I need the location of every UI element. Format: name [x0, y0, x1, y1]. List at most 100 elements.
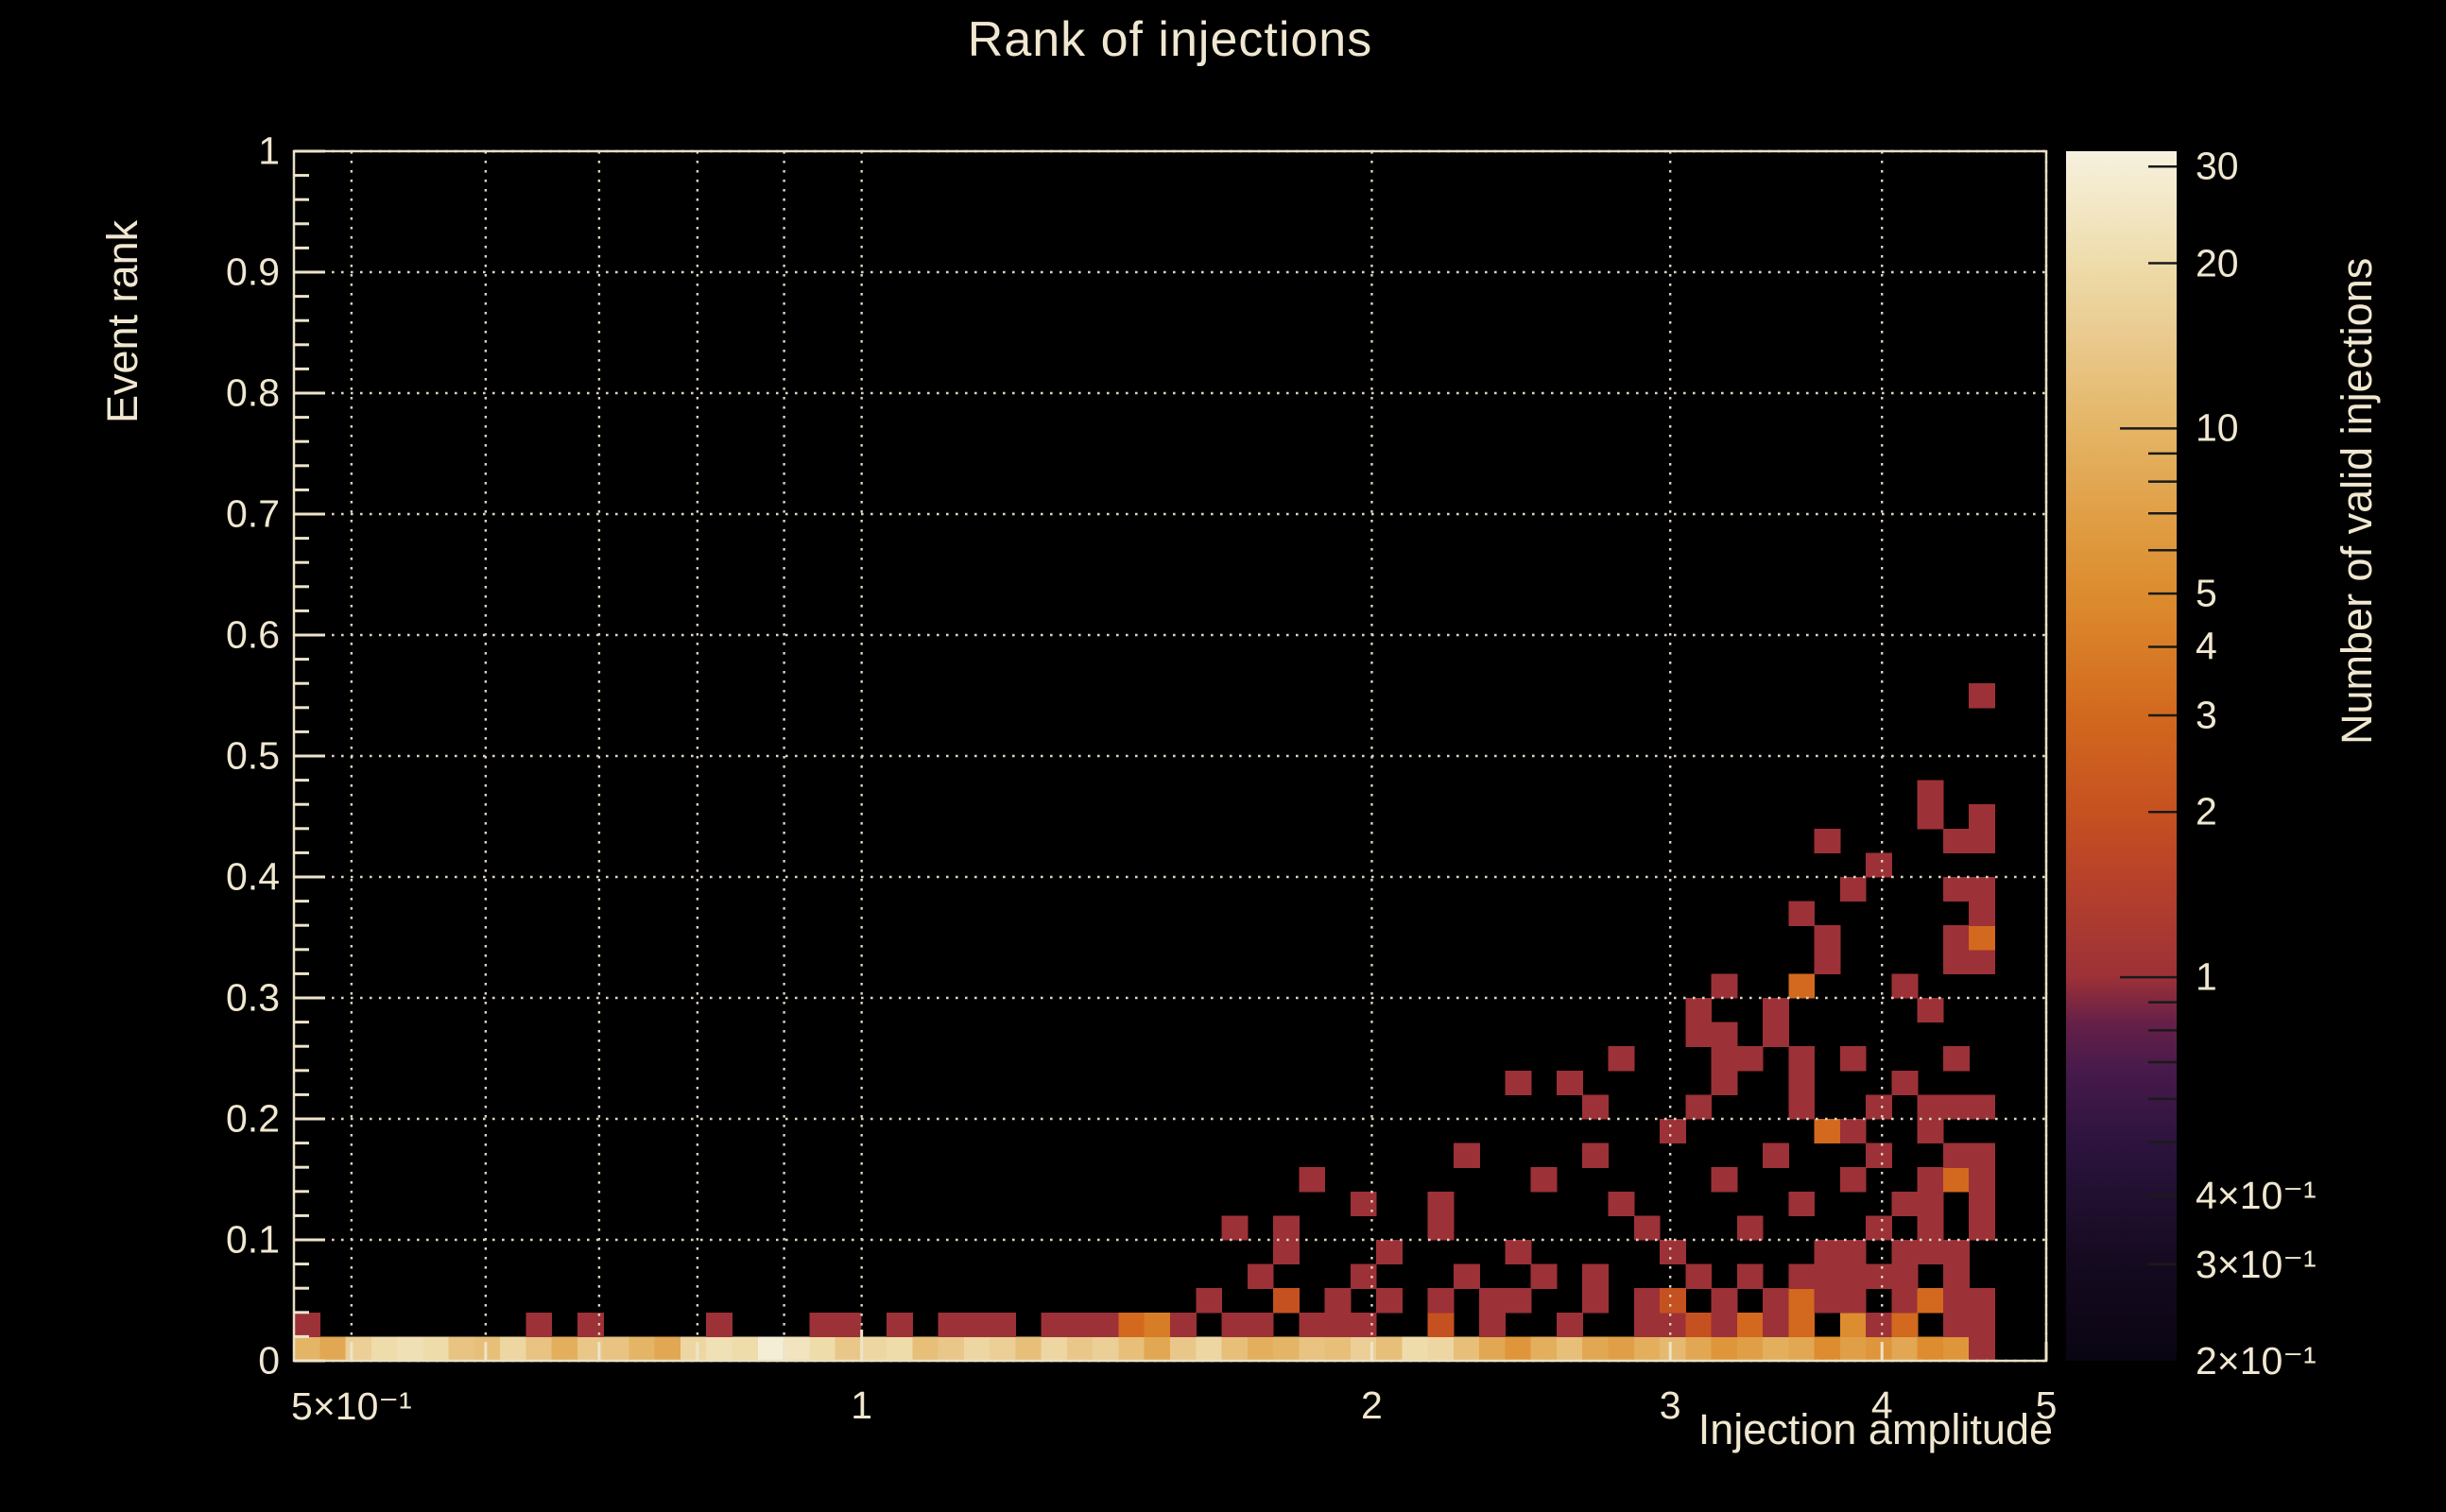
histogram-cell — [1942, 828, 1970, 853]
histogram-cell — [1144, 1336, 1171, 1362]
histogram-cell — [1917, 1215, 1944, 1241]
histogram-cell — [887, 1312, 913, 1337]
histogram-cell — [912, 1336, 939, 1362]
y-tick-label: 0.8 — [226, 370, 280, 415]
histogram-cell — [835, 1312, 862, 1337]
y-tick-label: 0.7 — [226, 491, 280, 536]
histogram-cell — [1969, 1215, 1996, 1241]
histogram-cell — [1299, 1167, 1326, 1193]
histogram-cell — [1891, 1312, 1919, 1337]
histogram-cell — [1247, 1336, 1274, 1362]
histogram-cell — [1608, 1191, 1635, 1216]
histogram-cell — [1969, 1167, 1996, 1193]
histogram-cell — [1942, 1240, 1970, 1265]
histogram-cell — [1736, 1263, 1764, 1289]
histogram-cell — [1170, 1336, 1197, 1362]
histogram-cell — [1839, 877, 1867, 902]
histogram-cell — [1788, 1094, 1816, 1120]
histogram-cell — [1788, 973, 1816, 999]
histogram-cell — [1891, 1191, 1919, 1216]
histogram-cell — [500, 1336, 526, 1362]
histogram-cell — [294, 1312, 320, 1337]
histogram-cell — [525, 1312, 553, 1337]
histogram-cell — [1633, 1312, 1661, 1337]
histogram-cell — [1917, 998, 1944, 1023]
histogram-cell — [1582, 1094, 1610, 1120]
histogram-cell — [1530, 1336, 1558, 1362]
histogram-cell — [1711, 1288, 1738, 1314]
histogram-cell — [1866, 1094, 1893, 1120]
histogram-cell — [1118, 1312, 1145, 1337]
histogram-cell — [1763, 1143, 1789, 1168]
histogram-cell — [1247, 1312, 1274, 1337]
histogram-cell — [1942, 925, 1970, 951]
y-tick-label: 0.1 — [226, 1217, 280, 1262]
colorbar-tick-label: 3 — [2196, 693, 2217, 737]
histogram-cell — [1427, 1312, 1455, 1337]
histogram-cell — [1144, 1312, 1171, 1337]
histogram-cell — [1711, 1312, 1738, 1337]
histogram-cell — [370, 1336, 398, 1362]
histogram-cell — [1763, 1022, 1789, 1047]
colorbar-gradient — [2066, 151, 2177, 1361]
histogram-cell — [1866, 1336, 1893, 1362]
histogram-cell — [1969, 1336, 1996, 1362]
histogram-cell — [422, 1336, 450, 1362]
histogram-cell — [1969, 683, 1996, 709]
histogram-cell — [860, 1336, 887, 1362]
histogram-cell — [1711, 973, 1738, 999]
histogram-cell — [1685, 1263, 1713, 1289]
histogram-cell — [1711, 1070, 1738, 1095]
histogram-cell — [1788, 1336, 1816, 1362]
histogram-cell — [1891, 1070, 1919, 1095]
histogram-cell — [1453, 1143, 1480, 1168]
histogram-cell — [1942, 1094, 1970, 1120]
histogram-cell — [1530, 1167, 1558, 1193]
histogram-cell — [1582, 1336, 1610, 1362]
histogram-cell — [1453, 1263, 1480, 1289]
chart-title: Rank of injections — [967, 12, 1373, 67]
histogram-cell — [1505, 1336, 1532, 1362]
y-tick-label: 0.5 — [226, 733, 280, 778]
histogram-cell — [629, 1336, 656, 1362]
histogram-cell — [1376, 1240, 1403, 1265]
histogram-cell — [1711, 1022, 1738, 1047]
histogram-cell — [1505, 1070, 1532, 1095]
histogram-cell — [1917, 804, 1944, 830]
histogram-cell — [706, 1312, 733, 1337]
histogram-cell — [1917, 1336, 1944, 1362]
colorbar-tick-label: 20 — [2196, 241, 2239, 285]
histogram-cell — [1041, 1312, 1068, 1337]
histogram-cell — [1788, 1191, 1816, 1216]
histogram-cell — [1582, 1143, 1610, 1168]
histogram-cell — [1788, 1263, 1816, 1289]
histogram-cell — [1556, 1070, 1583, 1095]
histogram-cell — [1066, 1336, 1094, 1362]
histogram-cell — [1814, 1288, 1841, 1314]
histogram-cell — [1041, 1336, 1068, 1362]
histogram-cell — [938, 1312, 965, 1337]
histogram-cell — [1582, 1288, 1610, 1314]
histogram-cell — [1556, 1312, 1583, 1337]
histogram-cell — [1660, 1312, 1686, 1337]
histogram-cell — [1814, 828, 1841, 853]
x-tick-label: 3 — [1659, 1383, 1681, 1427]
histogram-cell — [1273, 1240, 1300, 1265]
histogram-cell — [1247, 1263, 1274, 1289]
histogram-cell — [1814, 925, 1841, 951]
histogram-cell — [809, 1336, 836, 1362]
histogram-cell — [1839, 1167, 1867, 1193]
histogram-cell — [1221, 1312, 1249, 1337]
histogram-cell — [1685, 1336, 1713, 1362]
histogram-cell — [1505, 1240, 1532, 1265]
histogram-cell — [1788, 1070, 1816, 1095]
histogram-cell — [1839, 1312, 1867, 1337]
histogram-cell — [1788, 1046, 1816, 1072]
x-tick-label: 5×10⁻¹ — [291, 1384, 412, 1428]
histogram-cell — [1866, 1263, 1893, 1289]
histogram-cell — [1942, 1312, 1970, 1337]
histogram-cell — [1736, 1336, 1764, 1362]
histogram-cell — [1866, 1312, 1893, 1337]
